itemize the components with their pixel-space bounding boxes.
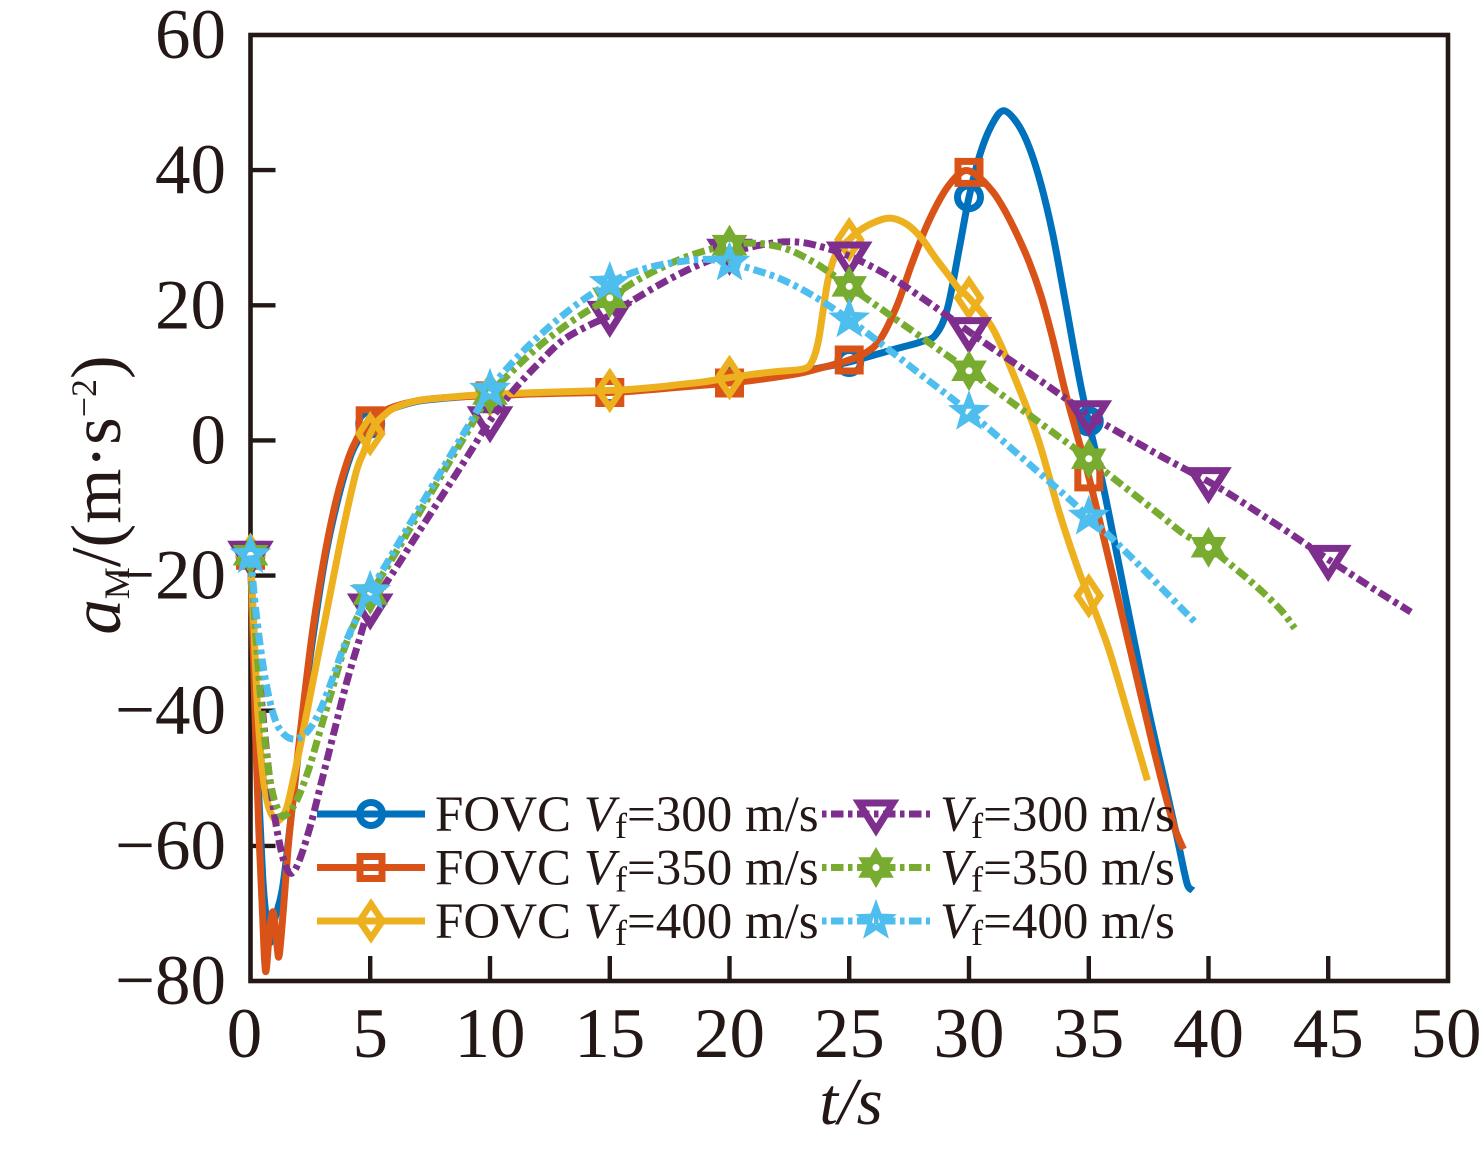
svg-text:−20: −20 [115,537,226,615]
svg-text:FOVC Vf=400 m/s: FOVC Vf=400 m/s [435,894,819,953]
svg-text:−80: −80 [115,942,226,1020]
svg-text:15: 15 [574,995,645,1073]
svg-text:FOVC Vf=350 m/s: FOVC Vf=350 m/s [435,841,819,900]
svg-text:Vf=400 m/s: Vf=400 m/s [940,894,1175,953]
svg-text:0: 0 [191,401,227,479]
svg-text:20: 20 [155,266,226,344]
svg-text:45: 45 [1293,995,1364,1073]
svg-text:5: 5 [352,995,388,1073]
svg-text:0: 0 [227,995,263,1073]
svg-text:aM/(m·s−2): aM/(m·s−2) [58,355,137,634]
svg-text:60: 60 [155,0,226,74]
svg-text:40: 40 [155,131,226,209]
svg-text:20: 20 [694,995,765,1073]
svg-text:25: 25 [814,995,885,1073]
svg-text:50: 50 [1411,995,1482,1073]
svg-text:30: 30 [934,995,1005,1073]
svg-text:t/s: t/s [819,1065,882,1139]
svg-text:10: 10 [455,995,526,1073]
svg-text:−40: −40 [115,672,226,750]
svg-text:35: 35 [1053,995,1124,1073]
svg-text:FOVC Vf=300 m/s: FOVC Vf=300 m/s [435,787,819,846]
svg-text:40: 40 [1173,995,1244,1073]
svg-text:−60: −60 [115,807,226,885]
